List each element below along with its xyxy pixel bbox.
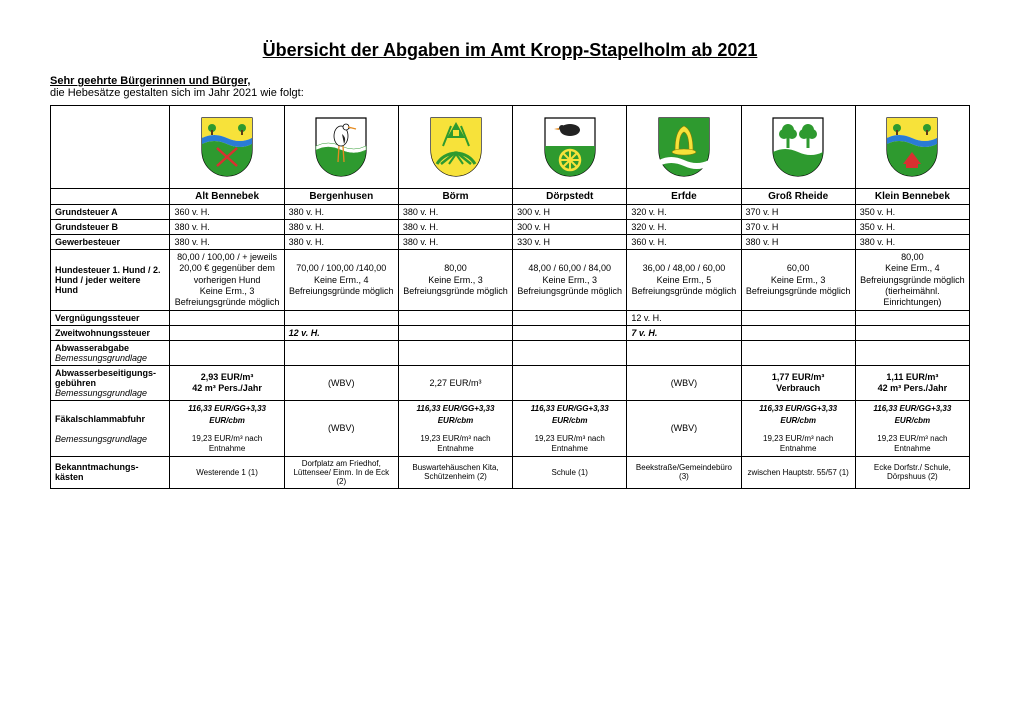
crest-icon — [398, 106, 512, 189]
town-name: Groß Rheide — [741, 189, 855, 205]
row-label: Grundsteuer B — [51, 220, 170, 235]
page-title: Übersicht der Abgaben im Amt Kropp-Stape… — [50, 40, 970, 61]
row-label: Hundesteuer 1. Hund / 2. Hund / jeder we… — [51, 250, 170, 311]
crest-icon — [513, 106, 627, 189]
town-name: Börm — [398, 189, 512, 205]
town-name: Alt Bennebek — [170, 189, 284, 205]
town-name: Erfde — [627, 189, 741, 205]
crest-icon — [741, 106, 855, 189]
town-name: Dörpstedt — [513, 189, 627, 205]
crest-icon — [627, 106, 741, 189]
intro-line: die Hebesätze gestalten sich im Jahr 202… — [50, 87, 970, 99]
town-name: Klein Bennebek — [855, 189, 969, 205]
town-name: Bergenhusen — [284, 189, 398, 205]
intro-bold: Sehr geehrte Bürgerinnen und Bürger, — [50, 75, 970, 87]
row-label: Vergnügungssteuer — [51, 311, 170, 326]
row-label: Grundsteuer A — [51, 205, 170, 220]
row-label: Gewerbesteuer — [51, 235, 170, 250]
crest-icon — [855, 106, 969, 189]
rates-table: Alt BennebekBergenhusenBörmDörpstedtErfd… — [50, 105, 970, 489]
crest-icon — [284, 106, 398, 189]
crest-icon — [170, 106, 284, 189]
